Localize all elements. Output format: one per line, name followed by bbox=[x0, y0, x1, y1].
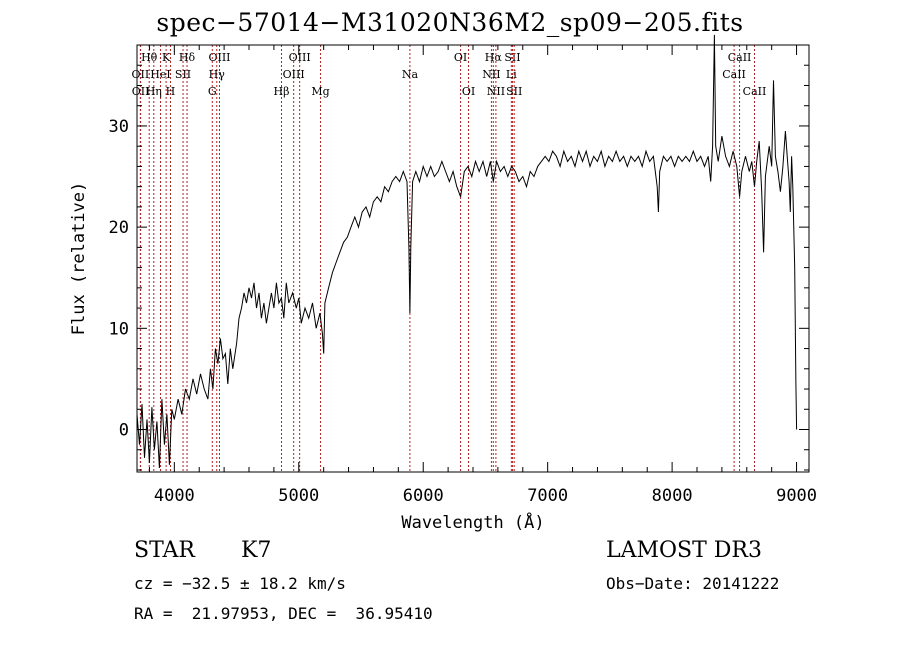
spectral-line-label: Hα bbox=[485, 51, 503, 64]
observation-date: Obs−Date: 20141222 bbox=[606, 574, 780, 593]
spectral-line-label: OII bbox=[132, 85, 150, 98]
spectral-line-label: CaII bbox=[722, 68, 746, 81]
spectral-line-label: NII bbox=[487, 85, 505, 98]
spectral-line-label: K bbox=[162, 51, 171, 64]
object-class: STAR bbox=[134, 538, 195, 563]
spectral-line-label: NII bbox=[482, 68, 500, 81]
spectral-line-label: H bbox=[166, 85, 176, 98]
chart-title: spec−57014−M31020N36M2_sp09−205.fits bbox=[156, 8, 744, 37]
spectral-line-label: CaII bbox=[743, 85, 767, 98]
x-tick-label: 6000 bbox=[403, 486, 444, 506]
spectral-line-label: OI bbox=[462, 85, 475, 98]
spectral-line-label: Mg bbox=[311, 85, 329, 98]
spectral-line-label: Na bbox=[402, 68, 419, 81]
spectral-line-label: Li bbox=[506, 68, 517, 81]
spectral-line-label: SII bbox=[506, 85, 522, 98]
spectral-line-label: G bbox=[208, 85, 217, 98]
x-tick-label: 7000 bbox=[527, 486, 568, 506]
spectral-line-label: Hθ bbox=[141, 51, 158, 64]
plot-frame bbox=[136, 44, 810, 473]
x-tick-label: 4000 bbox=[154, 486, 195, 506]
spectral-line-label: Hγ bbox=[209, 68, 226, 81]
spectral-line-label: OI bbox=[454, 51, 467, 64]
spectral-line-label: Hη bbox=[146, 85, 162, 98]
x-tick-label: 8000 bbox=[652, 486, 693, 506]
spectral-line-label: OIII bbox=[283, 68, 305, 81]
redshift-velocity: cz = −32.5 ± 18.2 km/s bbox=[134, 574, 346, 593]
coordinates: RA = 21.97953, DEC = 36.95410 bbox=[134, 604, 433, 623]
x-tick-label: 5000 bbox=[278, 486, 319, 506]
y-tick-label: 20 bbox=[109, 218, 129, 238]
spectral-line-label: OIII bbox=[289, 51, 311, 64]
spectral-line-label: OIII bbox=[208, 51, 230, 64]
y-tick-label: 30 bbox=[109, 117, 129, 137]
spectral-line-label: SII bbox=[175, 68, 191, 81]
spectral-line-label: SII bbox=[504, 51, 520, 64]
object-subclass: K7 bbox=[241, 538, 272, 563]
x-axis-label: Wavelength (Å) bbox=[401, 511, 544, 533]
y-tick-label: 10 bbox=[109, 319, 129, 339]
spectral-line-label: Hδ bbox=[179, 51, 196, 64]
survey-name: LAMOST DR3 bbox=[606, 538, 762, 563]
y-axis-label: Flux (relative) bbox=[69, 182, 89, 336]
spectral-line-label: Hβ bbox=[274, 85, 290, 98]
spectrum-line bbox=[136, 34, 798, 469]
spectral-line-label: CaII bbox=[728, 51, 752, 64]
x-tick-label: 9000 bbox=[776, 486, 817, 506]
y-tick-label: 0 bbox=[119, 421, 129, 441]
